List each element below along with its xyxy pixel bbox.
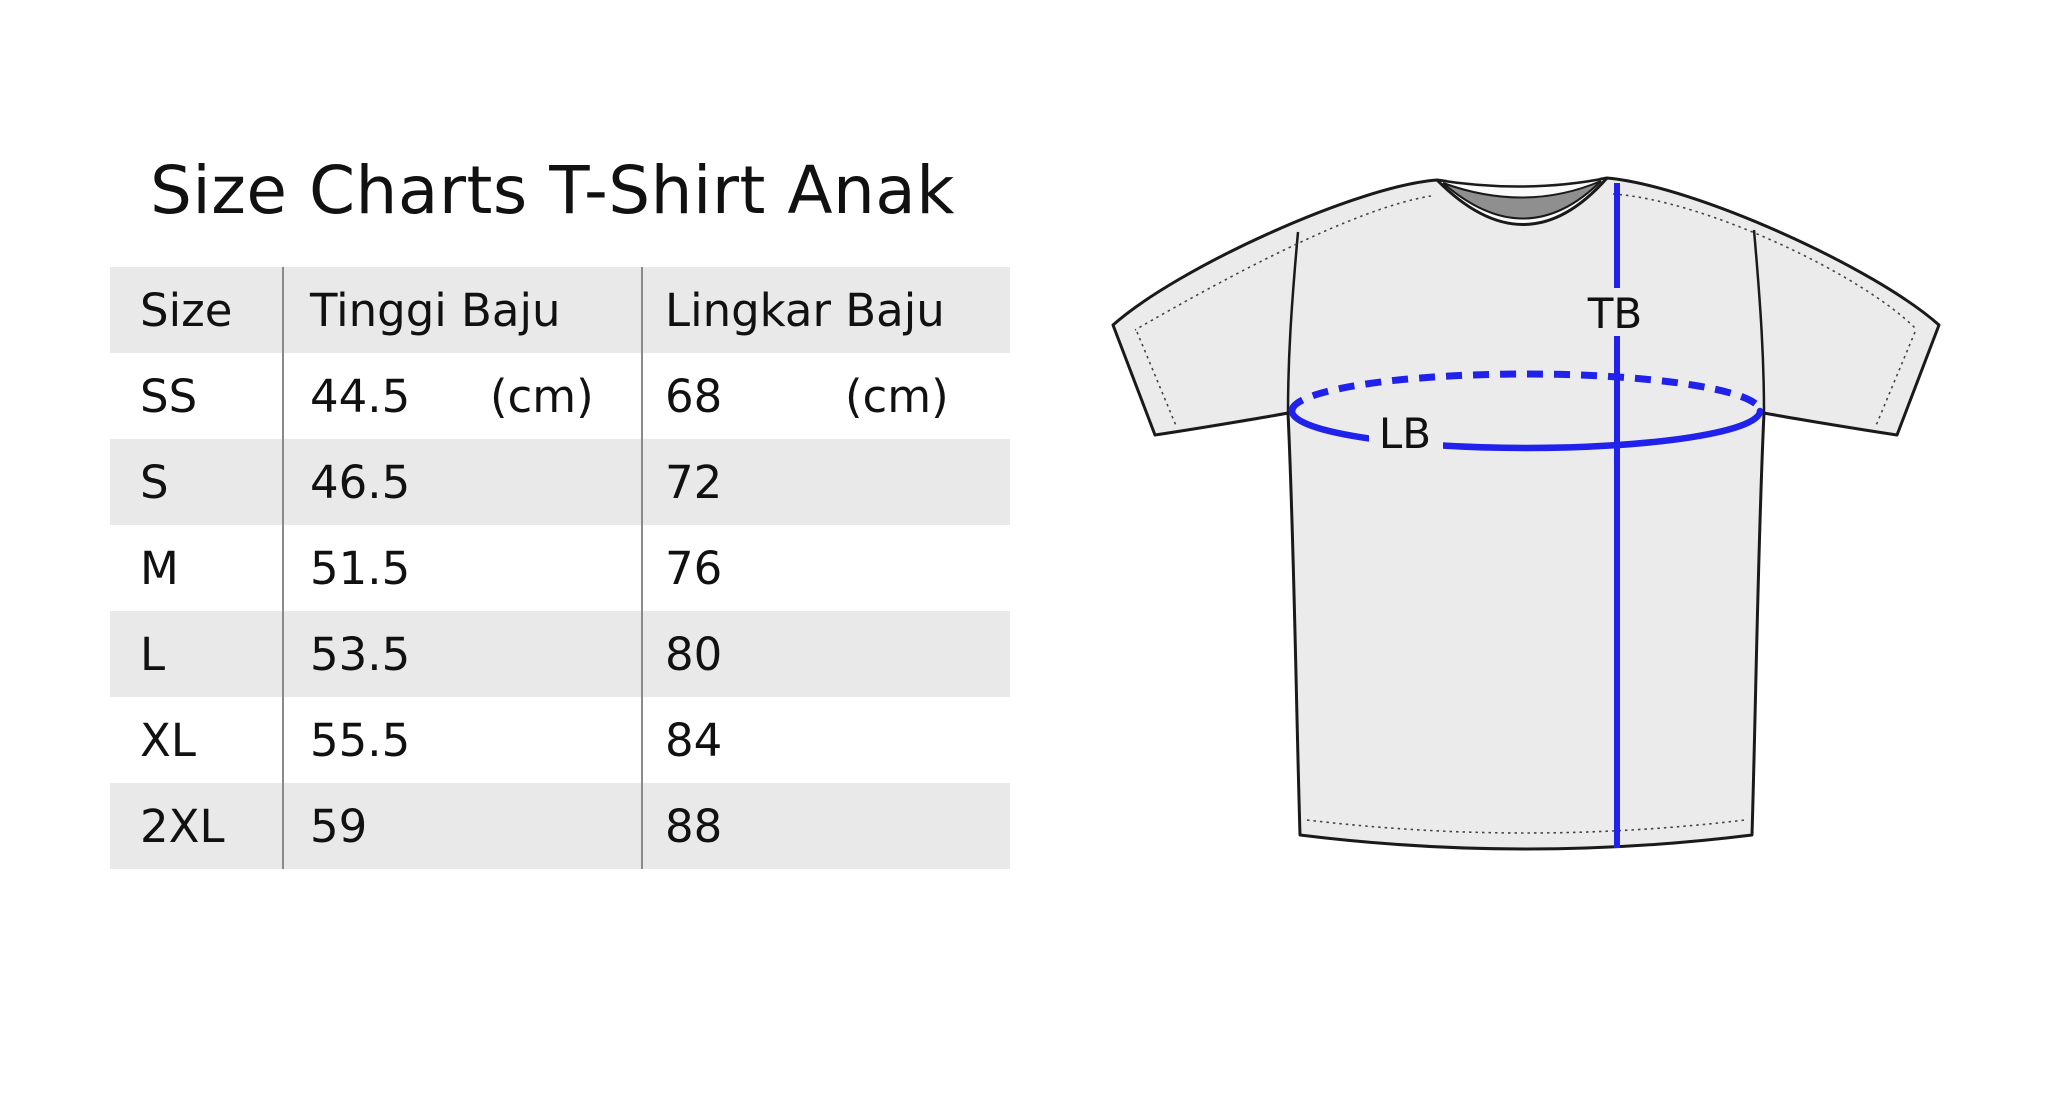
- column-divider-2: [641, 267, 643, 869]
- lb-label: LB: [1379, 409, 1431, 458]
- right-shoulder-stitch-line: [1612, 193, 1918, 331]
- left-cuff-stitch-line: [1136, 331, 1178, 429]
- lingkar-value: 84: [665, 713, 723, 767]
- left-armhole-seam: [1286, 231, 1300, 414]
- right-cuff-stitch-line: [1874, 331, 1916, 429]
- header-lingkar-baju: Lingkar Baju: [665, 283, 945, 337]
- hem-stitch-line: [1306, 819, 1746, 834]
- lingkar-value: 80: [665, 627, 723, 681]
- column-divider-1: [282, 267, 284, 869]
- right-armhole-seam: [1752, 229, 1766, 414]
- tinggi-value: 53.5: [310, 627, 411, 681]
- tb-label: TB: [1587, 289, 1642, 338]
- tinggi-cell: 55.5: [283, 714, 642, 767]
- table-row: S 46.5 72: [110, 439, 1010, 525]
- size-value: XL: [140, 713, 196, 767]
- collar-inner-back: [1442, 180, 1602, 220]
- tinggi-value: 55.5: [310, 713, 411, 767]
- lingkar-unit-label: (cm): [845, 369, 949, 423]
- lingkar-cell: 84: [642, 714, 1010, 767]
- collar-top-edge: [1436, 176, 1608, 188]
- left-shoulder-stitch-line: [1134, 195, 1432, 331]
- tinggi-cell: 46.5: [283, 456, 642, 509]
- lingkar-cell: 76: [642, 542, 1010, 595]
- tb-label-gap: [1597, 288, 1637, 336]
- lingkar-cell: 72: [642, 456, 1010, 509]
- lb-label-gap: [1369, 414, 1443, 452]
- table-row: M 51.5 76: [110, 525, 1010, 611]
- lingkar-value: 88: [665, 799, 723, 853]
- table-row: SS 44.5 (cm) 68 (cm): [110, 353, 1010, 439]
- size-value: L: [140, 627, 166, 681]
- table-header-row: Size Tinggi Baju Lingkar Baju: [110, 267, 1010, 353]
- lingkar-cell: 68 (cm): [642, 370, 1010, 423]
- header-tinggi-baju: Tinggi Baju: [310, 283, 561, 337]
- lingkar-cell: 80: [642, 628, 1010, 681]
- lingkar-cell: 88: [642, 800, 1010, 853]
- tshirt-body-outline: [1111, 176, 1941, 851]
- tinggi-cell: 51.5: [283, 542, 642, 595]
- size-value: M: [140, 541, 179, 595]
- page-title: Size Charts T-Shirt Anak: [150, 152, 955, 229]
- table-row: L 53.5 80: [110, 611, 1010, 697]
- tinggi-cell: 53.5: [283, 628, 642, 681]
- tinggi-value: 46.5: [310, 455, 411, 509]
- table-row: XL 55.5 84: [110, 697, 1010, 783]
- size-value: SS: [140, 369, 198, 423]
- tinggi-unit-label: (cm): [490, 369, 594, 423]
- size-value: S: [140, 455, 169, 509]
- lb-ellipse-back-dashed: [1288, 370, 1764, 412]
- tinggi-cell: 44.5 (cm): [283, 370, 642, 423]
- table-row: 2XL 59 88: [110, 783, 1010, 869]
- tshirt-measurement-diagram: TB LB: [1085, 120, 1985, 865]
- collar-outer-edge: [1435, 177, 1609, 226]
- lb-ellipse-front-solid: [1288, 407, 1764, 452]
- tshirt-svg: TB LB: [1111, 176, 1941, 851]
- tinggi-value: 59: [310, 799, 368, 853]
- lingkar-value: 68: [665, 369, 723, 423]
- lingkar-value: 72: [665, 455, 723, 509]
- size-value: 2XL: [140, 799, 225, 853]
- size-table: Size Tinggi Baju Lingkar Baju SS 44.5 (c…: [110, 267, 1010, 869]
- header-size: Size: [140, 283, 233, 337]
- tinggi-value: 51.5: [310, 541, 411, 595]
- tinggi-cell: 59: [283, 800, 642, 853]
- tinggi-value: 44.5: [310, 369, 411, 423]
- lingkar-value: 76: [665, 541, 723, 595]
